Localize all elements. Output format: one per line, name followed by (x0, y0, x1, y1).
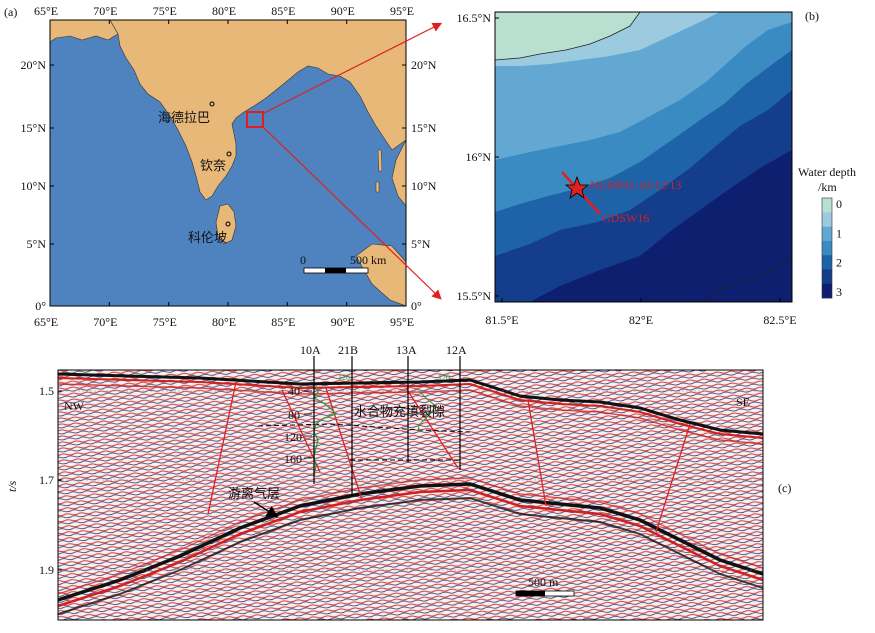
tick-label-a-left: 5°N (27, 237, 47, 251)
land-india (109, 20, 406, 201)
log-value-label-a: 120 (338, 373, 350, 382)
log-depth-40: 40 (288, 384, 300, 398)
scale-label-500m: 500 m (528, 575, 559, 589)
panel-a-map: 海德拉巴 钦奈 科伦坡 0 500 km (a) 65°E 70°E 75°E 80°… (4, 4, 437, 329)
legend-swatch (822, 255, 832, 270)
andaman-islands (375, 149, 383, 193)
legend-swatch (822, 240, 832, 256)
legend-swatch (822, 212, 832, 227)
panel-a-label: (a) (4, 5, 17, 19)
study-area-box (246, 111, 264, 128)
site-star-marker (564, 175, 590, 199)
connector-arrow-bottom (261, 125, 442, 300)
tick-label-a-bottom: 75°E (153, 315, 177, 329)
tick-label-a-right: 15°N (411, 121, 437, 135)
tick-label-a-bottom: 90°E (331, 315, 355, 329)
tick-label-c-left: 1.7 (39, 473, 54, 487)
well-label-12a: 12A (446, 343, 467, 357)
tick-label-a-left: 10°N (21, 179, 47, 193)
tick-label-a-left: 0° (35, 299, 46, 313)
seismic-background (58, 370, 763, 620)
tick-label-c-left: 1.9 (39, 563, 54, 577)
tick-label-b-left: 15.5°N (457, 289, 492, 303)
city-marker-colombo (225, 221, 231, 227)
free-gas-reflector (58, 482, 763, 602)
well-label-13a: 13A (396, 343, 417, 357)
tick-label-a-top: 65°E (34, 4, 58, 18)
legend-tick-label: 2 (836, 256, 842, 270)
tick-label-b-bottom: 82.5°E (763, 313, 796, 327)
free-gas-arrow (253, 501, 279, 518)
bottom-coastline (699, 257, 792, 302)
tick-label-a-right: 5°N (411, 237, 431, 251)
tick-label-b-bottom: 82°E (629, 313, 653, 327)
city-label-colombo: 科伦坡 (188, 231, 227, 246)
tick-label-a-left: 20°N (21, 58, 47, 72)
tick-label-a-bottom: 80°E (212, 315, 236, 329)
tick-label-a-bottom: 70°E (93, 315, 117, 329)
land-southeast-asia (391, 139, 406, 207)
tick-label-a-top: 85°E (271, 4, 295, 18)
log-value-label-b: 120 (438, 373, 450, 382)
city-marker-chennai (226, 151, 232, 157)
well-label-21b: 21B (338, 343, 358, 357)
well-markers (313, 356, 461, 496)
scale-bar-c (515, 590, 575, 597)
site-label: NGHP01-10/12/13 (590, 178, 681, 192)
y-axis-label: t/s (5, 480, 19, 492)
hydrate-bsr-dashed (257, 423, 471, 433)
panel-c-label: (c) (778, 481, 791, 495)
tick-label-b-left: 16°N (466, 150, 492, 164)
tick-label-a-bottom: 65°E (34, 315, 58, 329)
log-depth-120: 120 (284, 430, 302, 444)
panel-c-seismic: 10A 21B 13A 12A 40 80 120 160 120 120 水合… (5, 343, 791, 621)
tick-label-a-left: 15°N (21, 121, 47, 135)
scale-bar-a (303, 267, 369, 274)
land-sumatra (355, 243, 406, 306)
legend-swatch (822, 226, 832, 242)
log-depth-80: 80 (288, 408, 300, 422)
tick-label-a-top: 70°E (93, 4, 117, 18)
tick-label-b-left: 16.5°N (457, 11, 492, 25)
side-label-se: SE (736, 395, 750, 409)
tick-label-c-left: 1.5 (39, 384, 54, 398)
seismic-line-label: GDSW16 (602, 211, 649, 225)
legend-tick-label: 0 (836, 197, 842, 211)
tick-label-a-top: 75°E (153, 4, 177, 18)
tick-label-a-right: 0° (411, 299, 422, 313)
tick-label-a-bottom: 95°E (390, 315, 414, 329)
city-label-chennai: 钦奈 (200, 159, 226, 174)
scale-zero-label: 0 (300, 253, 306, 267)
log-depth-160: 160 (284, 452, 302, 466)
panel-c-frame (57, 369, 764, 621)
legend-title-unit: /km (818, 180, 837, 194)
city-label-hyderabad: 海德拉巴 (158, 111, 210, 126)
connector-arrow-top (261, 22, 443, 115)
tick-label-b-bottom: 81.5°E (485, 313, 518, 327)
tick-label-a-top: 95°E (390, 4, 414, 18)
tick-label-a-top: 90°E (331, 4, 355, 18)
side-label-nw: NW (64, 399, 85, 413)
tick-label-a-bottom: 85°E (271, 315, 295, 329)
city-marker-hyderabad (209, 101, 215, 107)
coastline-land (495, 12, 641, 61)
legend-tick-label: 3 (836, 285, 842, 299)
legend-swatch (822, 269, 832, 285)
well-label-10a: 10A (300, 343, 321, 357)
legend-title: Water depth (798, 165, 856, 179)
tick-label-a-right: 20°N (411, 58, 437, 72)
tick-label-a-top: 80°E (212, 4, 236, 18)
legend-swatch (822, 283, 832, 299)
panel-b-map: NGHP01-10/12/13 GDSW16 (b) Water depth /… (457, 9, 856, 327)
legend-swatch (822, 198, 832, 213)
depth-legend: 0 1 2 3 (821, 197, 842, 299)
seafloor-reflector (58, 372, 763, 436)
legend-tick-label: 1 (836, 226, 842, 240)
panel-b-label: (b) (805, 9, 819, 23)
annotation-free-gas: 游离气层 (228, 486, 280, 502)
tick-label-a-right: 10°N (411, 179, 437, 193)
annotation-hydrate-fractures: 水合物充填裂隙 (354, 404, 445, 420)
scale-label-500km: 500 km (350, 253, 387, 267)
